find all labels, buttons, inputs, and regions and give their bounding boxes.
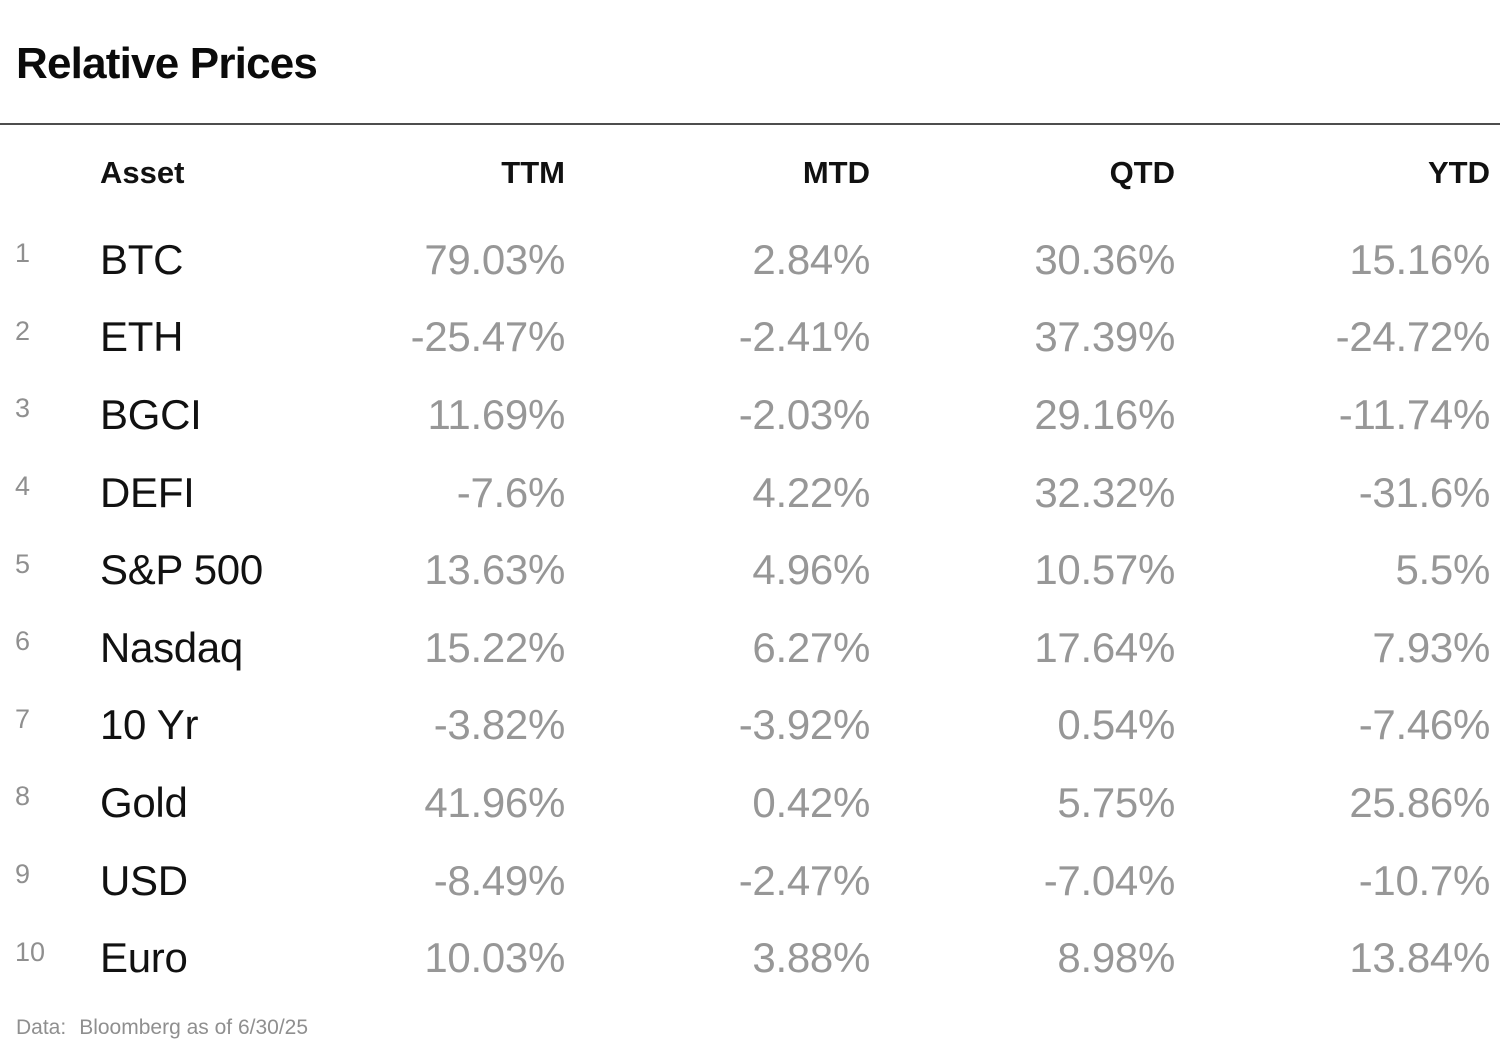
table-row: 3 BGCI 11.69% -2.03% 29.16% -11.74% [0, 376, 1490, 454]
value-mtd: -3.92% [738, 701, 871, 749]
column-header-asset: Asset [100, 155, 185, 190]
value-ttm: 13.63% [424, 546, 565, 594]
row-number: 5 [15, 548, 31, 579]
row-number: 9 [15, 859, 31, 890]
asset-name: ETH [100, 313, 184, 361]
value-ytd: -24.72% [1335, 313, 1491, 361]
value-qtd: 17.64% [1034, 623, 1175, 671]
value-mtd: 0.42% [752, 778, 870, 826]
value-mtd: 4.96% [752, 546, 870, 594]
table-row: 6 Nasdaq 15.22% 6.27% 17.64% 7.93% [0, 609, 1490, 687]
table-body: 1 BTC 79.03% 2.84% 30.36% 15.16% 2 ETH -… [0, 221, 1490, 997]
value-qtd: 37.39% [1034, 313, 1175, 361]
table-row: 7 10 Yr -3.82% -3.92% 0.54% -7.46% [0, 687, 1490, 765]
title-divider [0, 123, 1500, 125]
asset-name: BTC [100, 235, 184, 283]
asset-name: Gold [100, 778, 188, 826]
column-header-mtd: MTD [802, 155, 870, 190]
value-qtd: 0.54% [1057, 701, 1175, 749]
row-number: 7 [15, 703, 31, 734]
column-header-ttm: TTM [501, 155, 565, 190]
value-ttm: 79.03% [424, 235, 565, 283]
value-mtd: 4.22% [752, 468, 870, 516]
value-mtd: 6.27% [752, 623, 870, 671]
table-row: 8 Gold 41.96% 0.42% 5.75% 25.86% [0, 764, 1490, 842]
value-mtd: 3.88% [752, 934, 870, 982]
table-row: 5 S&P 500 13.63% 4.96% 10.57% 5.5% [0, 531, 1490, 609]
data-source-note: Data: Bloomberg as of 6/30/25 [16, 1016, 308, 1040]
value-ttm: 11.69% [427, 390, 565, 438]
value-mtd: -2.41% [738, 313, 871, 361]
row-number: 3 [15, 393, 31, 424]
value-ytd: -7.46% [1358, 701, 1491, 749]
asset-name: 10 Yr [100, 701, 199, 749]
table-row: 2 ETH -25.47% -2.41% 37.39% -24.72% [0, 299, 1490, 377]
page-title: Relative Prices [16, 39, 318, 88]
data-source-label: Data: [16, 1016, 67, 1039]
asset-name: DEFI [100, 468, 195, 516]
row-number: 6 [15, 626, 31, 657]
table-row: 9 USD -8.49% -2.47% -7.04% -10.7% [0, 842, 1490, 920]
value-mtd: -2.03% [738, 390, 871, 438]
value-ttm: -3.82% [433, 701, 566, 749]
value-ttm: -7.6% [456, 468, 566, 516]
value-qtd: 8.98% [1057, 934, 1175, 982]
column-header-qtd: QTD [1109, 155, 1175, 190]
row-number: 10 [15, 936, 46, 967]
value-qtd: 5.75% [1057, 778, 1175, 826]
value-ytd: 7.93% [1372, 623, 1490, 671]
value-mtd: -2.47% [738, 856, 871, 904]
value-qtd: -7.04% [1043, 856, 1176, 904]
row-number: 1 [15, 238, 31, 269]
value-qtd: 30.36% [1034, 235, 1175, 283]
value-ttm: 41.96% [424, 778, 565, 826]
asset-name: USD [100, 856, 188, 904]
table-header-row: Asset TTM MTD QTD YTD [0, 125, 1490, 221]
row-number: 8 [15, 781, 31, 812]
value-qtd: 10.57% [1034, 546, 1175, 594]
value-ytd: -10.7% [1358, 856, 1491, 904]
value-qtd: 29.16% [1034, 390, 1175, 438]
value-ytd: 13.84% [1349, 934, 1490, 982]
value-ttm: 10.03% [424, 934, 565, 982]
value-mtd: 2.84% [752, 235, 870, 283]
value-ttm: 15.22% [424, 623, 565, 671]
value-ytd: -11.74% [1338, 390, 1491, 438]
value-ttm: -25.47% [410, 313, 566, 361]
column-header-ytd: YTD [1428, 155, 1490, 190]
value-qtd: 32.32% [1034, 468, 1175, 516]
asset-name: Nasdaq [100, 623, 243, 671]
value-ttm: -8.49% [433, 856, 566, 904]
data-source-value: Bloomberg as of 6/30/25 [79, 1016, 309, 1039]
asset-name: S&P 500 [100, 546, 263, 594]
table-row: 4 DEFI -7.6% 4.22% 32.32% -31.6% [0, 454, 1490, 532]
table-row: 1 BTC 79.03% 2.84% 30.36% 15.16% [0, 221, 1490, 299]
row-number: 4 [15, 471, 31, 502]
row-number: 2 [15, 315, 31, 346]
value-ytd: 5.5% [1395, 546, 1490, 594]
asset-name: Euro [100, 934, 188, 982]
value-ytd: 25.86% [1349, 778, 1490, 826]
value-ytd: -31.6% [1358, 468, 1491, 516]
asset-name: BGCI [100, 390, 202, 438]
value-ytd: 15.16% [1349, 235, 1490, 283]
table-row: 10 Euro 10.03% 3.88% 8.98% 13.84% [0, 919, 1490, 997]
relative-prices-table: Asset TTM MTD QTD YTD 1 BTC 79.03% 2.84%… [0, 125, 1490, 997]
